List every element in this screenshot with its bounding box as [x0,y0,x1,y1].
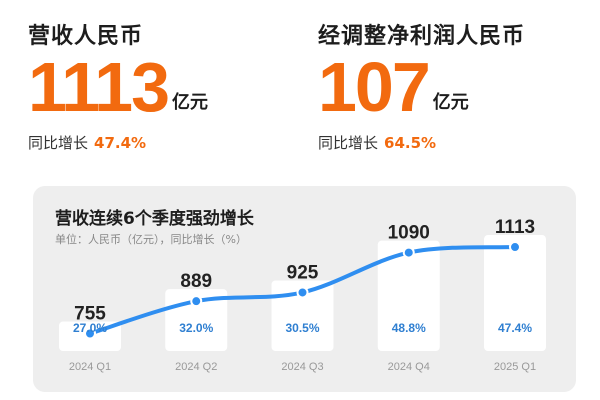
x-tick-label: 2024 Q2 [175,361,217,373]
net-profit-value: 107 [318,48,431,126]
data-point [402,246,415,259]
x-tick-label: 2024 Q1 [69,361,111,373]
x-tick-label: 2025 Q1 [494,361,536,373]
revenue-kpi: 营收人民币 1113 亿元 同比增长 47.4% [28,18,208,153]
revenue-unit: 亿元 [172,92,208,113]
quarter-card [484,235,546,351]
value-label: 889 [180,271,212,292]
net-profit-yoy-label: 同比增长 [318,134,379,152]
growth-label: 47.4% [498,321,532,335]
net-profit-yoy-value: 64.5% [384,134,437,152]
quarter-card [377,240,440,351]
net-profit-yoy: 同比增长 64.5% [318,132,525,153]
net-profit-value-row: 107 亿元 [318,52,525,122]
net-profit-unit: 亿元 [432,92,469,113]
data-point [296,286,309,299]
x-tick-label: 2024 Q3 [281,361,323,373]
revenue-title: 营收人民币 [28,24,144,49]
x-tick-label: 2024 Q4 [388,361,430,373]
growth-label: 32.0% [179,321,213,335]
chart-subtitle: 单位：人民币（亿元），同比增长（%） [55,233,247,246]
growth-label: 48.8% [392,321,426,335]
growth-label: 27.0% [73,321,107,335]
revenue-yoy: 同比增长 47.4% [28,132,208,153]
growth-label: 30.5% [285,321,319,335]
revenue-yoy-label: 同比增长 [28,134,89,152]
value-label: 755 [74,304,106,325]
value-label: 1090 [388,223,430,244]
revenue-value: 1113 [28,48,170,126]
revenue-yoy-value: 47.4% [94,134,147,152]
chart-title: 营收连续6个季度强劲增长 [55,209,254,229]
net-profit-kpi: 经调整净利润人民币 107 亿元 同比增长 64.5% [318,18,525,153]
data-point [84,327,96,340]
value-label: 1113 [495,217,535,238]
quarter-card [271,280,334,351]
net-profit-title: 经调整净利润人民币 [318,24,526,49]
revenue-chart-panel: 755 27.0% 2024 Q1 889 32.0% 2024 Q2 925 30.5% 20… [33,186,576,392]
revenue-value-row: 1113 亿元 [28,52,208,122]
data-point [190,295,203,308]
value-label: 925 [287,262,319,283]
data-point [509,241,521,254]
